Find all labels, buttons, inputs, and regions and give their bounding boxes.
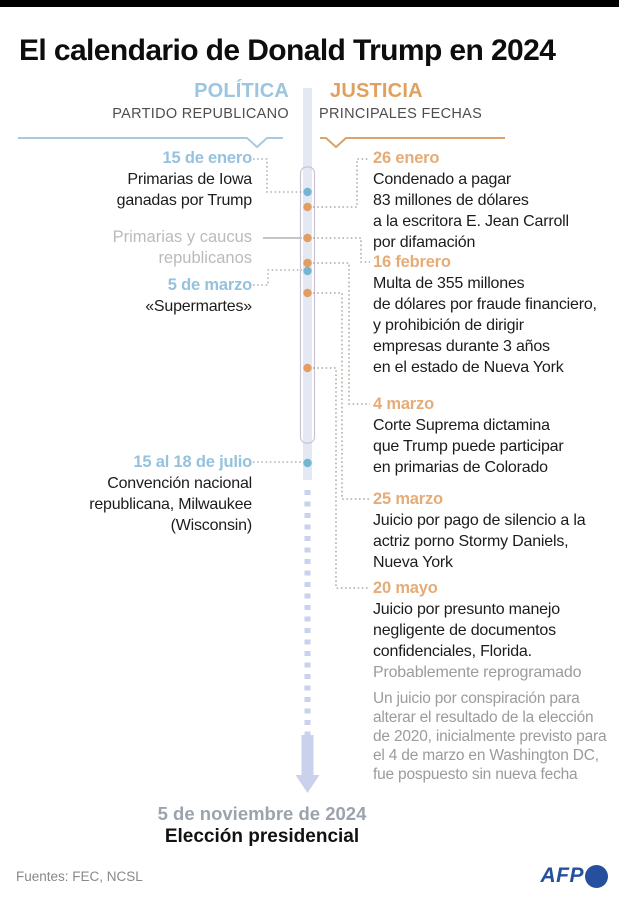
dot-justice-25-marzo — [303, 288, 312, 298]
finale-label: Elección presidencial — [164, 826, 360, 847]
timeline-bar — [303, 88, 312, 480]
justice-event-fraude: 16 febrero Multa de 355 millones de dóla… — [373, 252, 597, 378]
afp-logo-text: AFP — [540, 864, 584, 887]
afp-logo-circle — [585, 864, 608, 888]
event-text: Juicio por pago de silencio a la actriz … — [373, 512, 586, 571]
column-subheader-politics: PARTIDO REPUBLICANO — [112, 106, 289, 122]
dot-politics-5-marzo — [303, 266, 312, 276]
event-text: Primarias de Iowa ganadas por Trump — [116, 171, 253, 209]
event-text: Juicio por presunto manejo negligente de… — [373, 601, 560, 660]
event-text: Condenado a pagar 83 millones de dólares… — [373, 171, 569, 251]
connector-4-marzo — [313, 262, 370, 405]
finale-date: 5 de noviembre de 2024 — [157, 803, 367, 824]
dot-justice-16-febrero — [303, 233, 312, 243]
afp-logo: AFP — [540, 864, 608, 888]
event-text: Multa de 355 millones de dólares por fra… — [373, 275, 597, 376]
politics-event-supermartes: 5 de marzo «Supermartes» — [145, 275, 252, 317]
politics-event-iowa: 15 de enero Primarias de Iowa ganadas po… — [116, 148, 253, 211]
event-date: 16 febrero — [373, 253, 451, 271]
event-date: 4 marzo — [373, 395, 434, 413]
politics-period-primarias: Primarias y caucus republicanos — [112, 228, 252, 267]
header-bracket-politics — [18, 137, 283, 149]
justice-event-carroll: 26 enero Condenado a pagar 83 millones d… — [373, 148, 569, 253]
justice-event-stormy-daniels: 25 marzo Juicio por pago de silencio a l… — [373, 489, 586, 573]
event-date: 25 marzo — [373, 490, 443, 508]
event-date: 15 al 18 de julio — [133, 453, 252, 471]
timeline-arrowhead — [295, 775, 320, 793]
politics-event-convencion: 15 al 18 de julio Convención nacional re… — [89, 452, 252, 536]
dot-justice-4-marzo — [303, 258, 312, 268]
dot-politics-15-enero — [303, 187, 312, 197]
column-header-politics: POLÍTICA — [194, 80, 289, 102]
event-date: 15 de enero — [162, 149, 252, 167]
connector-26-enero — [313, 158, 370, 208]
dot-justice-26-enero — [303, 202, 312, 212]
justice-event-corte-suprema: 4 marzo Corte Suprema dictamina que Trum… — [373, 394, 564, 478]
page-title: El calendario de Donald Trump en 2024 — [19, 34, 556, 68]
timeline-arrow-shaft — [301, 735, 314, 775]
event-date: 20 mayo — [373, 579, 438, 597]
event-text: «Supermartes» — [145, 298, 252, 315]
connector-25-marzo — [313, 292, 370, 500]
column-subheader-justice: PRINCIPALES FECHAS — [319, 106, 483, 122]
connector-5-marzo — [253, 269, 302, 286]
event-date: 26 enero — [373, 149, 440, 167]
event-note: Probablemente reprogramado — [373, 664, 582, 681]
sources-text: Fuentes: FEC, NCSL — [16, 869, 143, 884]
connector-15-enero — [253, 158, 302, 193]
justice-event-documentos: 20 mayo Juicio por presunto manejo negli… — [373, 578, 581, 683]
dot-politics-julio — [303, 458, 312, 468]
election-finale: 5 de noviembre de 2024 Elección presiden… — [42, 803, 482, 848]
header-bracket-justice — [320, 137, 505, 149]
connector-16-febrero — [313, 237, 370, 263]
dot-justice-20-mayo — [303, 363, 312, 373]
top-black-bar — [0, 0, 619, 7]
event-text: Corte Suprema dictamina que Trump puede … — [373, 417, 564, 476]
event-text: Convención nacional republicana, Milwauk… — [89, 475, 252, 534]
primaries-capsule — [299, 166, 316, 444]
column-header-justice: JUSTICIA — [330, 80, 423, 102]
justice-extra-note: Un juicio por conspiración para alterar … — [373, 690, 607, 783]
connector-20-mayo — [313, 367, 370, 589]
event-date: 5 de marzo — [167, 276, 252, 294]
